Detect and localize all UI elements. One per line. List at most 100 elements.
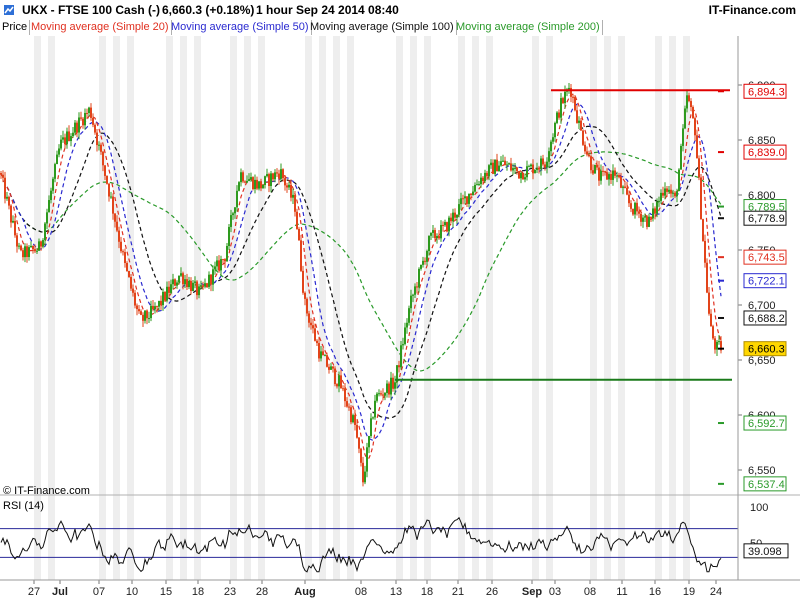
time-band bbox=[34, 36, 41, 580]
price-marker-box bbox=[743, 210, 787, 226]
legend-ma20[interactable]: Moving average (Simple 20) bbox=[29, 20, 172, 35]
candle-body bbox=[542, 158, 544, 165]
candle-body bbox=[130, 277, 132, 289]
candle-body bbox=[426, 250, 428, 262]
candle-body bbox=[698, 158, 700, 178]
candle-body bbox=[404, 327, 406, 345]
candle-body bbox=[142, 314, 144, 321]
candle-body bbox=[436, 236, 438, 239]
rsi-tick-label: 50 bbox=[750, 538, 762, 550]
candle-body bbox=[552, 137, 554, 142]
candle-body bbox=[360, 448, 362, 463]
candle-body bbox=[70, 136, 72, 141]
rsi-panel: 50 100 39.098 bbox=[0, 502, 789, 573]
candle-body bbox=[78, 117, 80, 133]
candle-body bbox=[144, 310, 146, 321]
candle-body bbox=[570, 87, 572, 97]
candle-body bbox=[678, 169, 680, 192]
time-band bbox=[396, 36, 403, 580]
candle-body bbox=[66, 131, 68, 145]
candle-body bbox=[96, 132, 98, 146]
candle-body bbox=[560, 98, 562, 118]
rsi-line bbox=[0, 516, 722, 573]
candle-body bbox=[620, 177, 622, 188]
price-axis: 6,550 6,600 6,650 6,700 6,750 6,800 6,850 6,900… bbox=[718, 80, 787, 492]
time-tick-label: 13 bbox=[390, 586, 402, 598]
price-marker-label: 6,660.3 bbox=[748, 344, 785, 356]
legend-ma100[interactable]: Moving average (Simple 100) bbox=[308, 20, 457, 35]
legend-ma200[interactable]: Moving average (Simple 200) bbox=[454, 20, 603, 35]
candle-body bbox=[708, 292, 710, 314]
time-tick-label: 07 bbox=[93, 586, 105, 598]
candle-body bbox=[150, 305, 152, 319]
candle-body bbox=[106, 175, 108, 184]
candle-body bbox=[54, 164, 56, 179]
candle-body bbox=[242, 172, 244, 182]
candle-body bbox=[476, 184, 478, 186]
time-band bbox=[655, 36, 662, 580]
candle-body bbox=[700, 177, 702, 220]
time-band bbox=[669, 36, 676, 580]
time-tick-label: 18 bbox=[192, 586, 204, 598]
time-band bbox=[48, 36, 55, 580]
interval[interactable]: 1 hour bbox=[256, 3, 293, 17]
time-bands bbox=[34, 36, 690, 580]
price-marker-label: 6,778.9 bbox=[748, 213, 785, 225]
candle-body bbox=[134, 292, 136, 306]
time-band bbox=[683, 36, 690, 580]
ma200-line bbox=[0, 151, 722, 372]
candle-body bbox=[342, 388, 344, 390]
candle-body bbox=[170, 284, 172, 293]
candle-body bbox=[168, 286, 170, 293]
candle-body bbox=[12, 220, 14, 223]
candle-body bbox=[276, 172, 278, 174]
candle-body bbox=[68, 131, 70, 141]
candle-body bbox=[474, 184, 476, 192]
time-band bbox=[604, 36, 611, 580]
candle-body bbox=[166, 286, 168, 301]
legend-price[interactable]: Price bbox=[0, 20, 31, 35]
candle-body bbox=[82, 118, 84, 126]
candle-body bbox=[586, 151, 588, 155]
time-band bbox=[590, 36, 597, 580]
candle-body bbox=[40, 241, 42, 247]
candle-body bbox=[190, 280, 192, 291]
time-tick-label: 18 bbox=[421, 586, 433, 598]
indicator-legend: Price Moving average (Simple 20) Moving … bbox=[0, 20, 800, 36]
candle-body bbox=[536, 168, 538, 170]
candle-body bbox=[580, 120, 582, 131]
candle-body bbox=[34, 249, 36, 252]
candle-body bbox=[30, 245, 32, 248]
candle-body bbox=[148, 318, 150, 320]
candle-body bbox=[652, 208, 654, 219]
rsi-tick-label: 100 bbox=[750, 502, 768, 514]
title-bar: UKX - FTSE 100 Cash (-) 6,660.3 (+0.18%)… bbox=[0, 0, 800, 20]
time-tick-label: 23 bbox=[224, 586, 236, 598]
candle-body bbox=[88, 107, 90, 114]
time-band bbox=[458, 36, 465, 580]
candle-body bbox=[546, 161, 548, 168]
candle-body bbox=[298, 229, 300, 241]
candle-body bbox=[76, 122, 78, 133]
time-band bbox=[532, 36, 539, 580]
candle-body bbox=[514, 167, 516, 169]
time-band bbox=[305, 36, 312, 580]
candle-body bbox=[640, 213, 642, 222]
time-tick-label: Sep bbox=[522, 586, 542, 598]
candle-body bbox=[642, 217, 644, 222]
candle-body bbox=[530, 164, 532, 167]
legend-ma50[interactable]: Moving average (Simple 50) bbox=[169, 20, 312, 35]
candle-body bbox=[50, 190, 52, 201]
candle-body bbox=[472, 191, 474, 196]
candle-body bbox=[186, 279, 188, 288]
candle-body bbox=[590, 156, 592, 171]
level-lines bbox=[395, 89, 732, 381]
candle-body bbox=[338, 375, 340, 387]
candle-body bbox=[716, 341, 718, 350]
candle-body bbox=[236, 190, 238, 208]
candle-body bbox=[104, 165, 106, 176]
candle-body bbox=[180, 273, 182, 276]
candle-body bbox=[538, 168, 540, 170]
candle-body bbox=[614, 170, 616, 176]
